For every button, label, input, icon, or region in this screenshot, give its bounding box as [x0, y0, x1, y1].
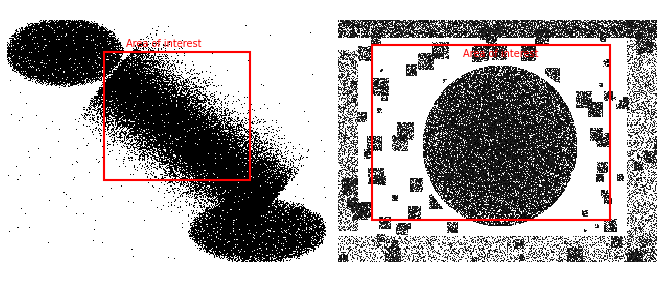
Bar	[373, 45, 610, 220]
Text: Area of interest: Area of interest	[126, 39, 202, 49]
Bar	[104, 52, 250, 180]
Text: Area of interest: Area of interest	[463, 49, 539, 59]
